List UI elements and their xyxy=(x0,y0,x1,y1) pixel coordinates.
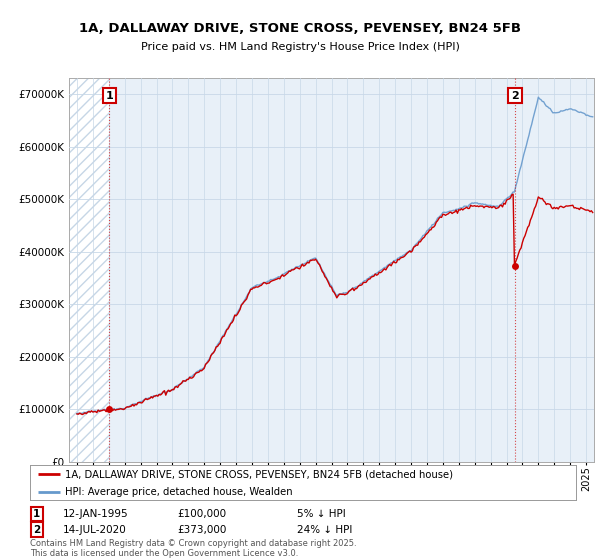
Text: £373,000: £373,000 xyxy=(177,525,226,535)
Text: HPI: Average price, detached house, Wealden: HPI: Average price, detached house, Weal… xyxy=(65,487,293,497)
Text: Contains HM Land Registry data © Crown copyright and database right 2025.
This d: Contains HM Land Registry data © Crown c… xyxy=(30,539,356,558)
Text: 24% ↓ HPI: 24% ↓ HPI xyxy=(297,525,352,535)
Text: 1A, DALLAWAY DRIVE, STONE CROSS, PEVENSEY, BN24 5FB (detached house): 1A, DALLAWAY DRIVE, STONE CROSS, PEVENSE… xyxy=(65,469,454,479)
Text: 1: 1 xyxy=(106,91,113,101)
Text: 2: 2 xyxy=(511,91,519,101)
Text: 5% ↓ HPI: 5% ↓ HPI xyxy=(297,509,346,519)
Bar xyxy=(69,78,109,462)
Text: £100,000: £100,000 xyxy=(177,509,226,519)
Text: 1: 1 xyxy=(33,509,40,519)
Text: 14-JUL-2020: 14-JUL-2020 xyxy=(63,525,127,535)
Text: 2: 2 xyxy=(33,525,40,535)
Text: Price paid vs. HM Land Registry's House Price Index (HPI): Price paid vs. HM Land Registry's House … xyxy=(140,41,460,52)
Text: 12-JAN-1995: 12-JAN-1995 xyxy=(63,509,128,519)
Bar xyxy=(69,78,109,462)
Text: 1A, DALLAWAY DRIVE, STONE CROSS, PEVENSEY, BN24 5FB: 1A, DALLAWAY DRIVE, STONE CROSS, PEVENSE… xyxy=(79,22,521,35)
